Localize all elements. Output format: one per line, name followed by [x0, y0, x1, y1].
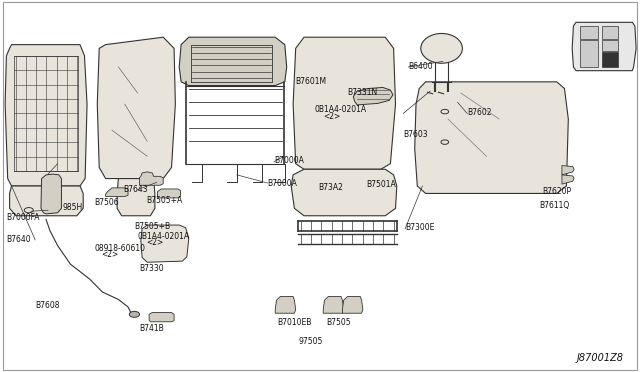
Text: J87001Z8: J87001Z8	[577, 353, 624, 363]
Text: B7602: B7602	[467, 108, 492, 117]
Ellipse shape	[421, 33, 462, 63]
Polygon shape	[580, 40, 598, 67]
Polygon shape	[275, 296, 296, 313]
Polygon shape	[97, 37, 175, 179]
Polygon shape	[342, 296, 363, 313]
Text: B7000FA: B7000FA	[6, 213, 40, 222]
Polygon shape	[149, 312, 174, 322]
Text: <2>: <2>	[101, 250, 118, 259]
Polygon shape	[602, 40, 618, 51]
Text: B7330: B7330	[140, 264, 164, 273]
Text: B7505: B7505	[326, 318, 351, 327]
Circle shape	[129, 311, 140, 317]
Polygon shape	[157, 189, 180, 198]
Polygon shape	[117, 179, 155, 216]
Text: B6400: B6400	[408, 62, 433, 71]
Text: 0B1A4-0201A: 0B1A4-0201A	[138, 232, 189, 241]
Text: B7000A: B7000A	[274, 156, 304, 165]
Polygon shape	[106, 188, 128, 196]
Text: B7300E: B7300E	[405, 223, 435, 232]
Polygon shape	[415, 82, 568, 193]
Text: 0B1A4-0201A: 0B1A4-0201A	[315, 105, 367, 114]
Text: B7505+A: B7505+A	[146, 196, 182, 205]
Text: B7000A: B7000A	[268, 179, 298, 187]
Text: B7501A: B7501A	[366, 180, 396, 189]
Text: B7506: B7506	[95, 198, 119, 207]
Polygon shape	[10, 186, 83, 216]
Text: B7603: B7603	[403, 130, 428, 139]
Text: B7010EB: B7010EB	[277, 318, 312, 327]
Text: 08918-60610: 08918-60610	[95, 244, 146, 253]
Polygon shape	[291, 169, 397, 216]
Polygon shape	[179, 37, 287, 86]
Text: 97505: 97505	[298, 337, 323, 346]
Polygon shape	[141, 225, 189, 262]
Text: B7643: B7643	[123, 185, 147, 194]
Polygon shape	[572, 22, 636, 71]
Polygon shape	[293, 37, 396, 169]
Polygon shape	[602, 52, 618, 67]
Polygon shape	[140, 172, 163, 185]
Text: <2>: <2>	[146, 238, 163, 247]
Polygon shape	[562, 166, 574, 175]
Polygon shape	[353, 87, 393, 105]
Text: B7640: B7640	[6, 235, 31, 244]
Polygon shape	[562, 175, 574, 184]
Polygon shape	[5, 45, 87, 186]
Text: B7620P: B7620P	[543, 187, 572, 196]
Text: B7601M: B7601M	[296, 77, 327, 86]
Text: B7611Q: B7611Q	[540, 201, 570, 210]
Text: <2>: <2>	[323, 112, 340, 121]
Polygon shape	[323, 296, 344, 313]
Text: B7505+B: B7505+B	[134, 222, 170, 231]
Text: B7608: B7608	[35, 301, 60, 310]
Text: B7331N: B7331N	[348, 88, 378, 97]
Text: B741B: B741B	[140, 324, 164, 333]
Text: 985H: 985H	[63, 203, 83, 212]
Polygon shape	[41, 174, 61, 214]
Polygon shape	[602, 26, 618, 39]
Polygon shape	[580, 26, 598, 39]
Text: B73A2: B73A2	[319, 183, 344, 192]
